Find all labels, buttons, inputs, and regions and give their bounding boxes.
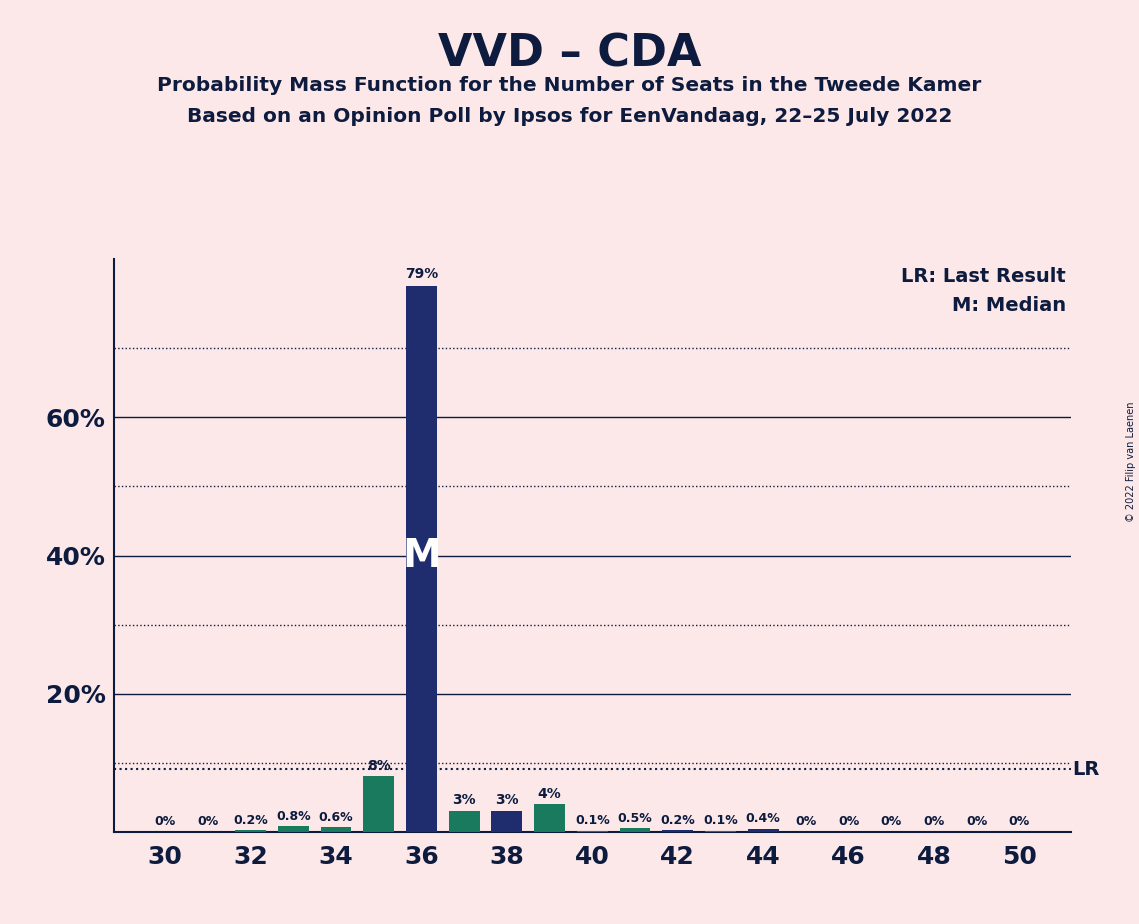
Text: 0%: 0% — [197, 815, 219, 828]
Text: 0%: 0% — [1009, 815, 1030, 828]
Bar — [663, 831, 693, 832]
Text: 0.1%: 0.1% — [703, 814, 738, 828]
Bar — [449, 811, 480, 832]
Text: 3%: 3% — [495, 794, 518, 808]
Text: 0%: 0% — [924, 815, 944, 828]
Text: 8%: 8% — [367, 759, 391, 773]
Bar — [534, 804, 565, 832]
Text: 0.5%: 0.5% — [617, 811, 653, 825]
Text: 0.2%: 0.2% — [661, 814, 695, 827]
Text: 0.4%: 0.4% — [746, 812, 780, 825]
Text: VVD – CDA: VVD – CDA — [437, 32, 702, 76]
Bar — [321, 828, 352, 832]
Text: 3%: 3% — [452, 794, 476, 808]
Text: 0%: 0% — [966, 815, 988, 828]
Bar — [407, 286, 437, 832]
Bar — [620, 828, 650, 832]
Text: © 2022 Filip van Laenen: © 2022 Filip van Laenen — [1125, 402, 1136, 522]
Text: 0%: 0% — [880, 815, 902, 828]
Bar — [492, 811, 523, 832]
Bar — [748, 829, 779, 832]
Text: 0%: 0% — [155, 815, 175, 828]
Text: 0.8%: 0.8% — [276, 809, 311, 822]
Text: 0.6%: 0.6% — [319, 811, 353, 824]
Text: 0%: 0% — [838, 815, 859, 828]
Bar — [236, 831, 267, 832]
Text: LR: Last Result: LR: Last Result — [901, 267, 1066, 286]
Text: 4%: 4% — [538, 786, 562, 800]
Bar — [363, 776, 394, 832]
Text: 79%: 79% — [404, 267, 439, 281]
Text: Based on an Opinion Poll by Ipsos for EenVandaag, 22–25 July 2022: Based on an Opinion Poll by Ipsos for Ee… — [187, 107, 952, 127]
Text: 0%: 0% — [795, 815, 817, 828]
Text: 0.1%: 0.1% — [575, 814, 609, 828]
Text: 0.2%: 0.2% — [233, 814, 268, 827]
Text: M: M — [402, 537, 441, 575]
Bar — [278, 826, 309, 832]
Text: Probability Mass Function for the Number of Seats in the Tweede Kamer: Probability Mass Function for the Number… — [157, 76, 982, 95]
Text: LR: LR — [1073, 760, 1100, 779]
Text: M: Median: M: Median — [952, 296, 1066, 315]
